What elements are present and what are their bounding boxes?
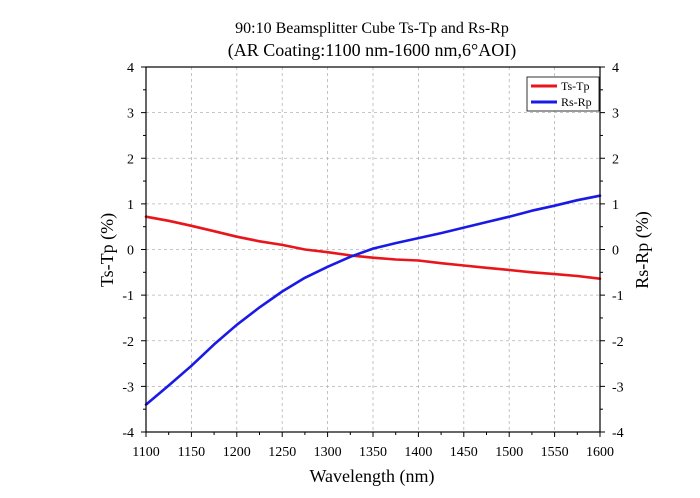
x-tick-label: 1150	[178, 445, 205, 460]
y-axis-label-right: Rs-Rp (%)	[632, 211, 653, 289]
y-tick-label-left: -2	[122, 335, 134, 350]
y-tick-label-left: 3	[127, 107, 134, 122]
legend-label-rs-rp: Rs-Rp	[561, 95, 592, 109]
chart-title: 90:10 Beamsplitter Cube Ts-Tp and Rs-Rp	[235, 20, 509, 37]
y-tick-label-left: -1	[122, 289, 134, 304]
y-tick-label-right: 1	[612, 198, 619, 213]
y-tick-label-left: 4	[127, 61, 134, 76]
series-layer	[144, 194, 602, 406]
y-tick-label-right: -3	[612, 380, 624, 395]
y-tick-label-right: 4	[612, 61, 619, 76]
y-tick-label-left: 1	[127, 198, 134, 213]
x-tick-label: 1550	[541, 445, 569, 460]
legend: Ts-Tp Rs-Rp	[526, 76, 600, 112]
x-tick-label: 1200	[223, 445, 251, 460]
x-tick-label: 1400	[404, 445, 432, 460]
x-tick-label: 1100	[132, 445, 159, 460]
y-tick-label-right: 0	[612, 244, 619, 259]
x-tick-label: 1600	[586, 445, 614, 460]
y-tick-label-right: 2	[612, 152, 619, 167]
x-axis-label: Wavelength (nm)	[309, 466, 434, 487]
y-tick-label-right: -4	[612, 426, 624, 441]
x-tick-label: 1300	[314, 445, 342, 460]
y-tick-label-left: 0	[127, 244, 134, 259]
chart-subtitle: (AR Coating:1100 nm-1600 nm,6°AOI)	[228, 40, 517, 61]
legend-label-ts-tp: Ts-Tp	[561, 79, 590, 93]
y-tick-label-left: -4	[122, 426, 134, 441]
x-tick-label: 1450	[450, 445, 478, 460]
x-tick-label: 1500	[495, 445, 523, 460]
y-tick-label-left: -3	[122, 380, 134, 395]
legend-box	[526, 76, 600, 112]
y-axis-label-left: Ts-Tp (%)	[97, 213, 118, 287]
x-tick-label: 1350	[359, 445, 387, 460]
y-tick-label-right: -2	[612, 335, 624, 350]
series-line-rs-rp	[144, 194, 602, 406]
y-tick-label-left: 2	[127, 152, 134, 167]
x-tick-label: 1250	[268, 445, 296, 460]
ticks: 1100 1150 1200 1250 1300 1350 1400 1450 1500 1550…	[122, 61, 623, 460]
y-tick-label-right: 3	[612, 107, 619, 122]
series-line-ts-tp	[144, 215, 602, 281]
y-tick-label-right: -1	[612, 289, 624, 304]
